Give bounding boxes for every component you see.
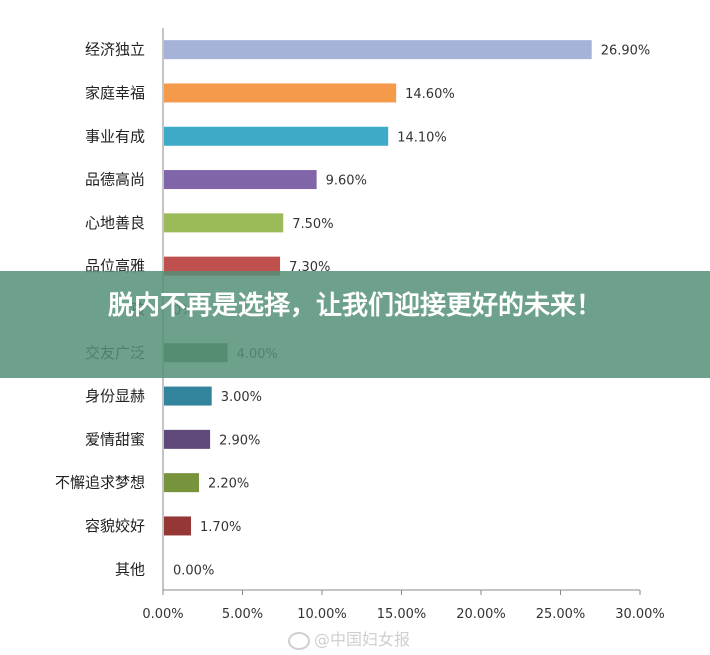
category-label: 身份显赫 (85, 387, 145, 405)
category-label: 心地善良 (85, 214, 145, 232)
value-label: 2.20% (208, 477, 249, 492)
category-label: 不懈追求梦想 (55, 474, 145, 492)
bar (164, 473, 199, 493)
category-label: 其他 (115, 560, 145, 578)
bar (164, 170, 317, 190)
watermark-text: @中国妇女报 (314, 630, 411, 649)
watermark: @中国妇女报 (288, 626, 410, 650)
value-label: 7.50% (292, 217, 333, 232)
category-label: 品位高雅 (85, 257, 145, 275)
value-label: 1.70% (200, 520, 241, 535)
caption-text: 脱内不再是选择，让我们迎接更好的未来！ (107, 291, 602, 321)
value-label: 9.60% (326, 174, 367, 189)
bar (164, 213, 284, 233)
bar (164, 126, 389, 146)
x-tick-label: 0.00% (142, 607, 183, 622)
value-label: 26.90% (601, 44, 651, 59)
value-label: 3.00% (221, 390, 262, 405)
bar (164, 256, 281, 276)
bar (164, 83, 397, 103)
x-tick-label: 15.00% (377, 607, 427, 622)
value-label: 14.10% (397, 130, 447, 145)
category-label: 品德高尚 (85, 171, 145, 189)
x-tick-label: 5.00% (222, 607, 263, 622)
value-label: 0.00% (173, 563, 214, 578)
category-label: 家庭幸福 (85, 84, 145, 102)
weibo-icon (288, 631, 310, 650)
x-tick-label: 20.00% (456, 607, 506, 622)
x-tick-label: 25.00% (536, 607, 586, 622)
category-label: 事业有成 (85, 127, 145, 145)
bar (164, 429, 211, 449)
category-label: 爱情甜蜜 (85, 430, 145, 448)
bar (164, 516, 192, 536)
bar (164, 40, 592, 60)
value-label: 14.60% (405, 87, 455, 102)
category-label: 经济独立 (85, 41, 145, 59)
x-tick-label: 10.00% (297, 607, 347, 622)
x-tick-label: 30.00% (615, 607, 665, 622)
bar (164, 386, 212, 406)
value-label: 2.90% (219, 433, 260, 448)
caption-banner: 脱内不再是选择，让我们迎接更好的未来！ (0, 271, 710, 378)
category-label: 容貌姣好 (85, 517, 145, 535)
